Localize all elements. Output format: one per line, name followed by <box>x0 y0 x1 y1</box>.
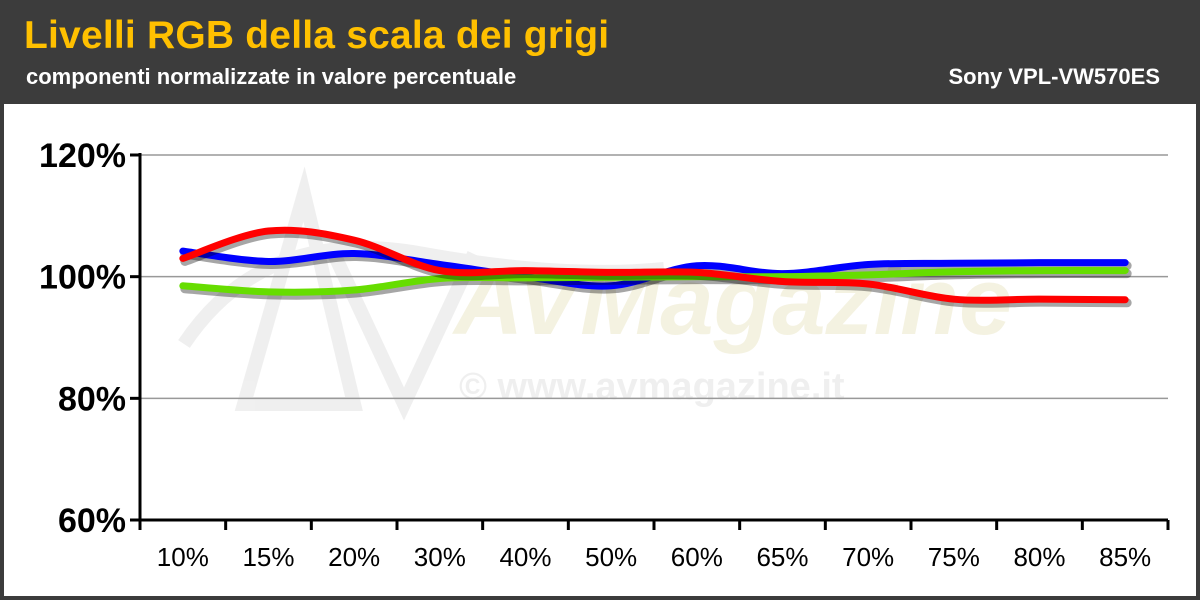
x-tick-label: 10% <box>157 542 209 572</box>
watermark: AVMagazine © www.avmagazine.it <box>178 166 1012 421</box>
x-tick-label: 30% <box>414 542 466 572</box>
x-tick-label: 75% <box>928 542 980 572</box>
y-tick-label: 120% <box>39 137 126 175</box>
chart-header: Livelli RGB della scala dei grigi compon… <box>0 0 1200 100</box>
chart-panel: AVMagazine © www.avmagazine.it 60% 80% 100… <box>4 104 1196 596</box>
x-axis-ticks: 10% 15% 20% 30% 40% 50% 60% 65% 70% 75% 80% 85% <box>138 520 1170 572</box>
x-tick-label: 50% <box>585 542 637 572</box>
y-axis-ticks: 60% 80% 100% 120% <box>39 137 140 540</box>
x-tick-label: 15% <box>242 542 294 572</box>
series-line <box>179 226 1129 304</box>
watermark-logo-a <box>234 166 363 411</box>
x-tick-label: 20% <box>328 542 380 572</box>
line-chart: AVMagazine © www.avmagazine.it 60% 80% 100… <box>39 137 1170 572</box>
chart-subtitle: componenti normalizzate in valore percen… <box>26 64 517 89</box>
x-tick-label: 65% <box>756 542 808 572</box>
x-tick-label: 70% <box>842 542 894 572</box>
data-series <box>179 226 1132 308</box>
series-line <box>179 266 1129 296</box>
y-tick-label: 60% <box>58 502 126 540</box>
x-tick-label: 80% <box>1013 542 1065 572</box>
chart-title: Livelli RGB della scala dei grigi <box>24 14 610 57</box>
y-tick-label: 100% <box>39 259 126 297</box>
x-tick-label: 40% <box>499 542 551 572</box>
x-tick-label: 85% <box>1099 542 1151 572</box>
x-tick-label: 60% <box>671 542 723 572</box>
y-tick-label: 80% <box>58 380 126 418</box>
device-model: Sony VPL-VW570ES <box>948 64 1160 89</box>
watermark-url: © www.avmagazine.it <box>459 366 845 408</box>
watermark-logo-v <box>327 251 481 421</box>
